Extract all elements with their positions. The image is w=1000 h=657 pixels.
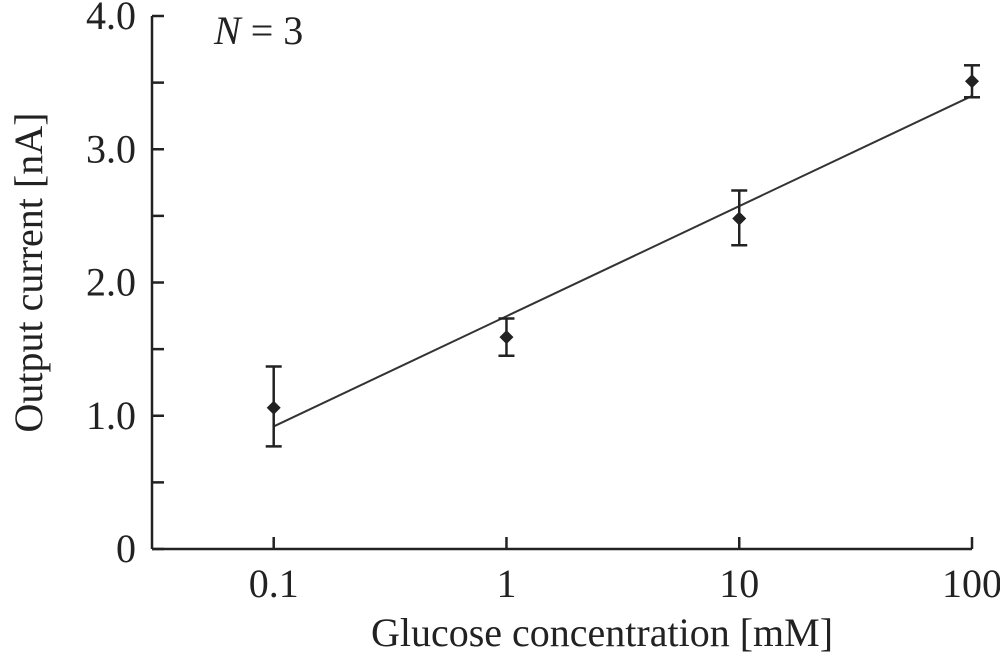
y-axis-title: Output current [nA] <box>6 113 51 433</box>
tick-labels: 0 1.0 2.0 3.0 4.0 0.1 1 10 100 <box>86 0 1000 606</box>
error-bars <box>265 64 980 448</box>
annotation-value: = 3 <box>241 8 304 53</box>
data-point <box>732 211 747 226</box>
data-points <box>266 74 979 415</box>
x-tick-label: 100 <box>942 561 1000 606</box>
data-point <box>499 330 514 345</box>
annotation-n: N <box>213 8 243 53</box>
y-tick-label: 0 <box>116 526 136 571</box>
x-axis-title: Glucose concentration [mM] <box>371 610 833 655</box>
y-tick-label: 2.0 <box>86 260 136 305</box>
sample-size-annotation: N = 3 <box>213 8 303 53</box>
tick-marks <box>152 14 974 551</box>
fit-line-group <box>273 95 973 428</box>
y-tick-label: 4.0 <box>86 0 136 38</box>
data-point <box>266 400 281 415</box>
x-tick-label: 10 <box>719 561 759 606</box>
x-tick-label: 1 <box>496 561 516 606</box>
axes <box>150 16 972 551</box>
fit-line <box>273 95 973 428</box>
y-tick-label: 1.0 <box>86 393 136 438</box>
y-tick-label: 3.0 <box>86 126 136 171</box>
x-tick-label: 0.1 <box>249 561 299 606</box>
data-point <box>965 74 979 89</box>
